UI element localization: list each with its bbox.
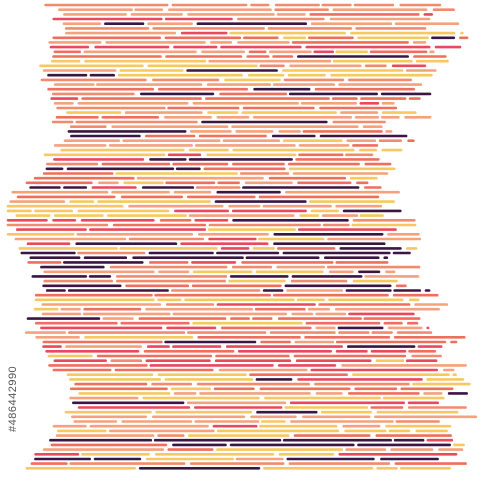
line-field — [6, 3, 478, 470]
watermark-id: #486442990 — [7, 366, 19, 432]
